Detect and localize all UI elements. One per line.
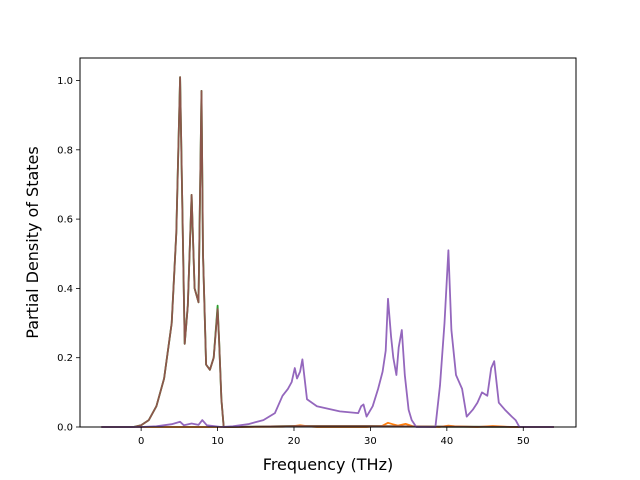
y-tick-label: 0.6 [57,215,73,226]
plot-frame [79,57,577,428]
y-tick-label: 0.2 [57,353,73,364]
y-axis-label: Partial Density of States [23,146,42,338]
x-tick-label: 20 [288,436,301,447]
y-tick-label: 0.0 [57,423,73,434]
axis-ticks: 0 10 20 30 40 50 0.0 0.2 0.4 0.6 0.8 1.0 [57,76,530,447]
x-tick-label: 50 [517,436,530,447]
x-axis-label: Frequency (THz) [263,455,393,474]
y-tick-label: 1.0 [57,76,73,87]
y-tick-label: 0.4 [57,284,73,295]
x-tick-label: 30 [364,436,377,447]
x-tick-label: 0 [138,436,144,447]
y-tick-label: 0.8 [57,145,73,156]
x-tick-label: 40 [440,436,453,447]
x-tick-label: 10 [211,436,224,447]
